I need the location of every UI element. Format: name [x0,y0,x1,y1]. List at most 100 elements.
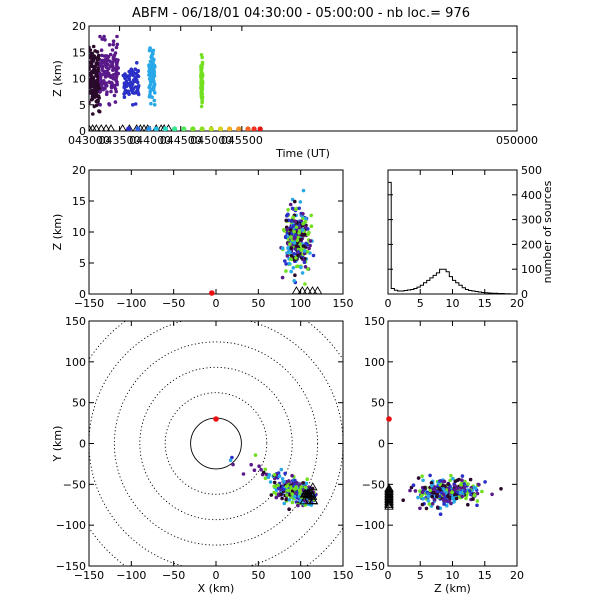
source-point [125,90,129,95]
source-point [231,462,235,467]
ground-triangle [308,495,319,504]
source-point [111,42,116,47]
range-ring [113,341,319,546]
source-point [446,494,450,499]
range-ring [190,417,242,470]
ground-triangle [305,490,315,499]
ground-triangle [302,286,313,295]
plot-frame [387,169,518,295]
y-tick-label: 20 [72,20,86,33]
source-point [460,494,465,499]
source-point [89,48,93,52]
source-point [300,271,305,275]
source-point [463,489,467,494]
source-point [438,512,443,516]
source-point [102,69,106,74]
source-point [451,476,455,481]
source-point [283,235,288,240]
source-point [89,82,93,87]
source-point [91,85,96,89]
x-tick-label: 050000 [496,134,538,147]
source-point [252,468,257,473]
source-point [430,501,435,506]
y-tick-label: 500 [521,164,542,177]
y-tick-label: −150 [355,560,385,573]
source-point [309,224,314,228]
timeline-dot [153,126,159,131]
source-point [449,501,453,506]
source-point [304,481,309,486]
x-tick-label: 0 [385,297,392,310]
source-point [284,218,289,223]
source-point [108,52,113,57]
source-point [94,62,99,66]
source-point [408,488,412,493]
source-point [261,470,266,475]
source-point [126,75,130,79]
source-point [295,264,299,269]
y-tick-label: 100 [65,356,86,369]
source-point [124,79,129,83]
source-point [122,92,126,96]
source-point [152,103,157,107]
source-point [113,100,118,104]
source-point [102,34,106,39]
x-tick-label: 15 [478,297,492,310]
source-point [301,244,306,248]
x-tick-label: 20 [510,569,524,582]
timeline-dot [146,126,152,131]
source-point [442,502,446,506]
ground-triangle [307,482,318,491]
source-point [110,48,115,52]
x-tick-label: 10 [446,569,460,582]
source-point [112,93,117,98]
source-point [113,87,118,91]
source-point [293,219,298,224]
source-point [437,494,442,499]
source-point [279,467,284,472]
source-point [106,72,111,77]
source-point [285,227,290,232]
source-point [437,487,442,491]
source-point [291,224,296,228]
source-point [293,273,297,278]
source-point [228,458,233,463]
timeline-dot [227,126,233,131]
source-point [468,477,473,482]
source-point [272,480,277,485]
source-point [285,251,289,255]
ground-triangle [102,124,111,131]
source-point [276,486,281,491]
source-point [150,58,155,63]
source-point [282,479,286,484]
ground-triangle [106,124,116,131]
source-point [292,494,297,499]
source-point [149,55,153,59]
source-point [263,467,268,472]
source-point [301,221,306,226]
source-point [298,237,303,242]
source-point [450,490,455,495]
source-point [104,65,109,69]
source-point [200,62,205,67]
y-tick-label: 150 [364,315,385,328]
source-point [115,34,119,39]
source-point [307,230,311,235]
source-point [151,48,156,53]
x-tick-label: −150 [74,297,104,310]
source-point [127,69,131,74]
y-tick-label: 300 [521,214,542,227]
x-tick-label: 150 [333,297,354,310]
source-point [423,485,427,490]
source-point [268,480,273,484]
source-point [98,61,103,66]
ground-triangle [118,124,127,131]
x-tick-label: 0 [213,569,220,582]
x-tick-label: 044000 [129,134,171,147]
source-point [199,104,204,109]
source-point [426,499,431,503]
y-tick-label: −50 [63,478,86,491]
source-point [148,46,152,50]
source-point [289,235,293,239]
source-point [115,60,119,65]
